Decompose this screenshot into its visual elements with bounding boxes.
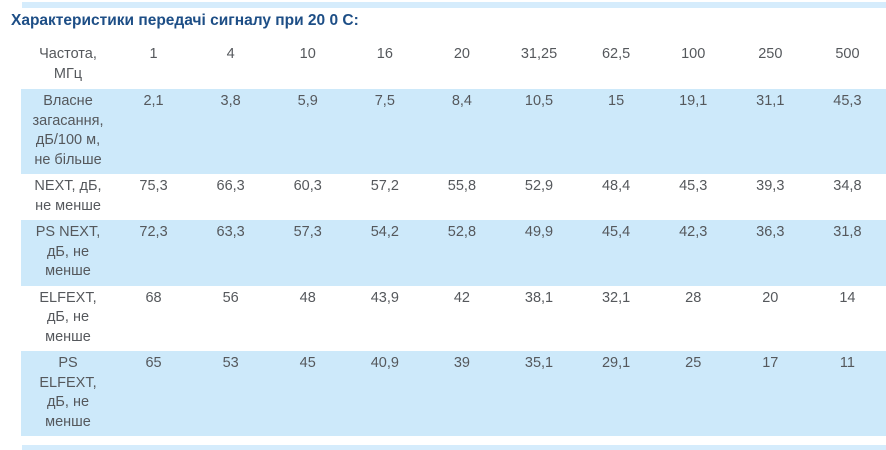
- row-label: Власне загасання, дБ/100 м, не більше: [21, 89, 115, 174]
- value-cell: 57,3: [269, 220, 347, 286]
- value-cell: 65: [115, 351, 193, 436]
- frequency-header-cell: 10: [299, 46, 316, 62]
- table-row: Власне загасання, дБ/100 м, не більше 2,1…: [21, 89, 886, 174]
- value-cell: 56: [222, 289, 239, 306]
- value-cell: 68: [145, 289, 162, 306]
- value-cell: 3,8: [192, 89, 270, 174]
- value-cell: 66,3: [216, 178, 245, 194]
- value-cell: 35,1: [500, 351, 578, 436]
- value-cell: 52,8: [423, 220, 501, 286]
- value-cell: 36,3: [731, 220, 809, 286]
- bottom-divider-stripe: [22, 445, 886, 450]
- value-cell: 5,9: [269, 89, 347, 174]
- value-cell: 54,2: [346, 220, 424, 286]
- row-label: PS ELFEXT, дБ, не менше: [21, 351, 115, 436]
- value-cell: 31,1: [731, 89, 809, 174]
- value-cell: 14: [839, 289, 856, 306]
- frequency-header-cell: 16: [376, 46, 393, 62]
- value-cell: 15: [577, 89, 655, 174]
- value-cell: 48,4: [601, 178, 631, 194]
- value-cell: 8,4: [423, 89, 501, 174]
- value-cell: 55,8: [447, 178, 477, 194]
- value-cell: 52,9: [524, 178, 554, 194]
- value-cell: 49,9: [500, 220, 578, 286]
- value-cell: 45,3: [679, 178, 708, 194]
- value-cell: 34,8: [833, 178, 862, 194]
- value-cell: 17: [731, 351, 809, 436]
- value-cell: 45,3: [808, 89, 886, 174]
- value-cell: 39: [423, 351, 501, 436]
- value-cell: 11: [808, 351, 886, 436]
- value-cell: 28: [685, 289, 702, 306]
- frequency-header-cell: 4: [226, 46, 235, 62]
- value-cell: 60,3: [293, 178, 322, 194]
- value-cell: 48: [299, 289, 316, 306]
- table-row: PS ELFEXT, дБ, не менше 65 53 45 40,9 39 35,1 2…: [21, 351, 886, 436]
- value-cell: 40,9: [346, 351, 424, 436]
- value-cell: 32,1: [601, 289, 631, 306]
- value-cell: 42,3: [654, 220, 732, 286]
- table-row: NEXT, дБ, не менше 75,3 66,3 60,3 57,2 55,8 52…: [21, 174, 886, 220]
- table-row: ELFEXT, дБ, не менше 68 56 48 43,9 42 38,1 32,1…: [21, 286, 886, 352]
- row-label: PS NEXT, дБ, не менше: [21, 220, 115, 286]
- value-cell: 63,3: [192, 220, 270, 286]
- value-cell: 25: [654, 351, 732, 436]
- row-label: ELFEXT, дБ, не менше: [39, 289, 97, 345]
- value-cell: 19,1: [654, 89, 732, 174]
- frequency-header-cell: 1: [149, 46, 158, 62]
- value-cell: 53: [192, 351, 270, 436]
- value-cell: 72,3: [115, 220, 193, 286]
- value-cell: 10,5: [500, 89, 578, 174]
- table-row: PS NEXT, дБ, не менше 72,3 63,3 57,3 54,2 52,…: [21, 220, 886, 286]
- frequency-header-cell: 20: [453, 46, 470, 62]
- top-divider-stripe: [22, 2, 886, 8]
- frequency-header-cell: 31,25: [520, 46, 558, 62]
- signal-characteristics-table: Частота, МГц 1 4 10 16 20 31,25 62,5 100 250 500 …: [21, 38, 886, 436]
- frequency-header-label: Частота, МГц: [39, 46, 97, 82]
- frequency-header-cell: 250: [758, 46, 783, 62]
- value-cell: 2,1: [115, 89, 193, 174]
- value-cell: 39,3: [756, 178, 785, 194]
- frequency-header-cell: 100: [681, 46, 706, 62]
- value-cell: 42: [453, 289, 470, 306]
- value-cell: 75,3: [139, 178, 168, 194]
- value-cell: 45: [269, 351, 347, 436]
- value-cell: 7,5: [346, 89, 424, 174]
- value-cell: 45,4: [577, 220, 655, 286]
- value-cell: 31,8: [808, 220, 886, 286]
- frequency-header-cell: 62,5: [601, 46, 631, 62]
- page-title: Характеристики передачі сигналу при 20 0…: [11, 12, 359, 29]
- value-cell: 20: [762, 289, 779, 306]
- table-header-row: Частота, МГц 1 4 10 16 20 31,25 62,5 100 250 500: [21, 38, 886, 89]
- value-cell: 38,1: [524, 289, 554, 306]
- value-cell: 57,2: [370, 178, 399, 194]
- row-label: NEXT, дБ, не менше: [34, 178, 102, 214]
- value-cell: 43,9: [370, 289, 399, 306]
- frequency-header-cell: 500: [835, 46, 860, 62]
- value-cell: 29,1: [577, 351, 655, 436]
